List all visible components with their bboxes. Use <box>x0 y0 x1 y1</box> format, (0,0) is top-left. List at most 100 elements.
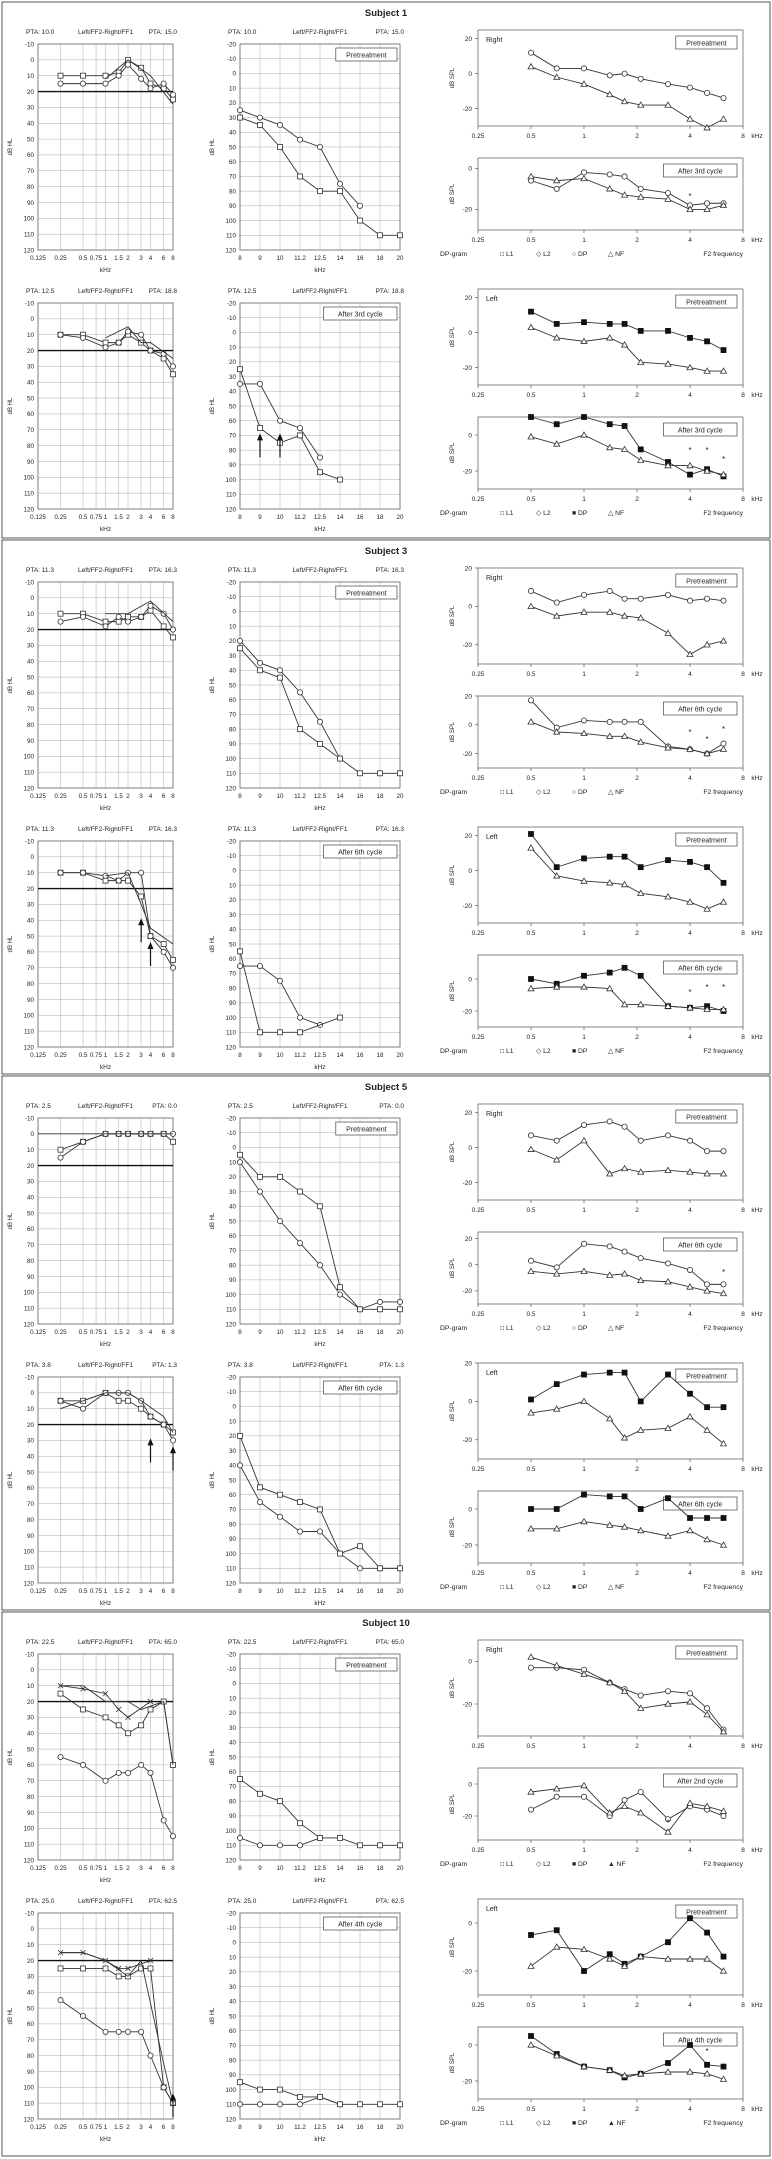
data-point <box>297 1188 303 1195</box>
y-tick-label: 120 <box>225 247 236 254</box>
y-tick-label: 70 <box>229 174 237 181</box>
legend-entry: ○ DP <box>572 251 588 258</box>
y-tick-label: 10 <box>229 1418 237 1425</box>
data-point <box>637 614 645 621</box>
data-point <box>581 65 588 72</box>
x-axis-label: kHz <box>314 1600 325 1607</box>
data-point <box>396 1298 403 1305</box>
data-point <box>102 1965 109 1972</box>
x-unit-label: kHz <box>751 1847 762 1854</box>
y-tick-label: 40 <box>229 1740 237 1747</box>
x-tick-label: 8 <box>171 255 175 262</box>
data-point <box>665 1371 671 1378</box>
data-point <box>665 1688 672 1695</box>
data-point <box>606 1243 613 1250</box>
data-point <box>606 1493 613 1500</box>
data-point <box>527 62 535 70</box>
condition-box <box>335 1657 398 1672</box>
x-tick-label: 1 <box>582 671 586 678</box>
data-point <box>102 2028 109 2035</box>
y-tick-label: 60 <box>229 1233 237 1240</box>
y-tick-label: 110 <box>226 492 237 499</box>
data-point <box>620 612 629 619</box>
data-point <box>620 1434 629 1441</box>
y-tick-label: 0 <box>468 71 472 78</box>
dpgram-chart: 0 -20 Left dB SPL Pretreatment 0.25 0.5 1 2 4 8 kHz <box>450 1898 763 2009</box>
data-point <box>147 602 154 609</box>
data-point <box>80 613 87 620</box>
y-tick-label: 70 <box>229 1248 237 1255</box>
x-axis-label: kHz <box>100 526 111 533</box>
data-point <box>580 1670 588 1677</box>
data-point <box>580 2062 588 2070</box>
y-tick-label: 0 <box>30 316 34 323</box>
y-tick-label: 70 <box>27 706 35 713</box>
y-tick-label: 50 <box>27 136 35 143</box>
x-tick-label: 8 <box>238 1588 242 1595</box>
data-point <box>296 425 303 432</box>
pta-left-label: PTA: 2.5 <box>26 1103 51 1110</box>
y-tick-label: 80 <box>27 443 35 450</box>
x-tick-label: 1 <box>582 133 586 140</box>
y-axis-label: dB SPL <box>450 1516 456 1537</box>
y-tick-label: -20 <box>463 207 473 214</box>
subject-title: Subject 3 <box>365 546 407 557</box>
dpgram-chart: 0 -20 dB SPL After 4th cycle 0.25 0.5 1 2 4 8 kHz * <box>450 2026 763 2113</box>
data-point <box>236 380 243 387</box>
data-point <box>527 1524 535 1532</box>
y-tick-label: 120 <box>23 2116 34 2123</box>
y-tick-label: 20 <box>27 1163 35 1170</box>
x-tick-label: 1 <box>582 237 586 244</box>
data-point <box>138 1722 145 1729</box>
y-tick-label: 110 <box>226 1843 237 1850</box>
y-tick-label: 10 <box>229 344 237 351</box>
x-tick-label: 10 <box>276 1052 284 1059</box>
x-tick-label: 10 <box>276 2124 284 2131</box>
x-tick-label: 4 <box>688 133 692 140</box>
legend-entry: □ L1 <box>500 1325 514 1332</box>
data-point <box>357 1306 363 1313</box>
legend-entry: △ NF <box>608 789 624 796</box>
data-point <box>606 1955 614 1962</box>
audiogram-chart: PTA: 3.8 Left/FF2-Right/FF1 PTA: 1.3-10010… <box>8 1362 177 1607</box>
ear-label: Left/FF2-Right/FF1 <box>293 1898 348 1905</box>
data-point <box>580 174 588 182</box>
data-point <box>553 872 561 879</box>
condition-box <box>323 1380 398 1395</box>
y-tick-label: 40 <box>229 1999 237 2006</box>
audiogram-chart: PTA: 11.3 Left/FF2-Right/FF1 PTA: 16.3 -10 0… <box>8 826 177 1071</box>
y-tick-label: 20 <box>229 100 237 107</box>
data-point <box>277 1798 283 1805</box>
y-tick-label: 0 <box>468 722 472 729</box>
y-tick-label: 0 <box>232 1404 236 1411</box>
y-tick-label: 20 <box>229 897 237 904</box>
x-tick-label: 4 <box>688 775 692 782</box>
data-point <box>720 1813 727 1820</box>
data-point <box>703 1802 711 1809</box>
ear-label: Left/FF2-Right/FF1 <box>78 1898 133 1905</box>
significance-star: * <box>688 988 691 997</box>
y-tick-label: 100 <box>23 1013 34 1020</box>
data-point <box>719 470 728 478</box>
data-point <box>553 440 561 447</box>
y-tick-label: 100 <box>23 1549 34 1556</box>
y-tick-label: 110 <box>226 1566 237 1573</box>
legend-title: DP-gram <box>440 1325 468 1332</box>
series-line <box>530 2035 724 2078</box>
data-point <box>102 339 109 346</box>
dpgram-chart: 20 0 -20 Right dB SPL Pretreatment 0.25 0.5 1 2 4 8… <box>450 1103 763 1214</box>
data-point <box>637 1506 644 1512</box>
data-point <box>528 308 534 315</box>
data-point <box>580 1517 588 1525</box>
data-point <box>704 1281 711 1288</box>
pta-left-label: PTA: 22.5 <box>26 1639 55 1646</box>
x-tick-label: 1.5 <box>114 793 123 800</box>
data-point <box>256 963 263 970</box>
data-point <box>664 461 672 469</box>
pta-left-label: PTA: 12.5 <box>26 288 55 295</box>
y-tick-label: 100 <box>23 475 34 482</box>
data-point <box>115 1769 122 1776</box>
data-point <box>553 65 560 72</box>
condition-label: After 6th cycle <box>678 707 722 714</box>
legend-entry: ■ DP <box>572 510 588 517</box>
